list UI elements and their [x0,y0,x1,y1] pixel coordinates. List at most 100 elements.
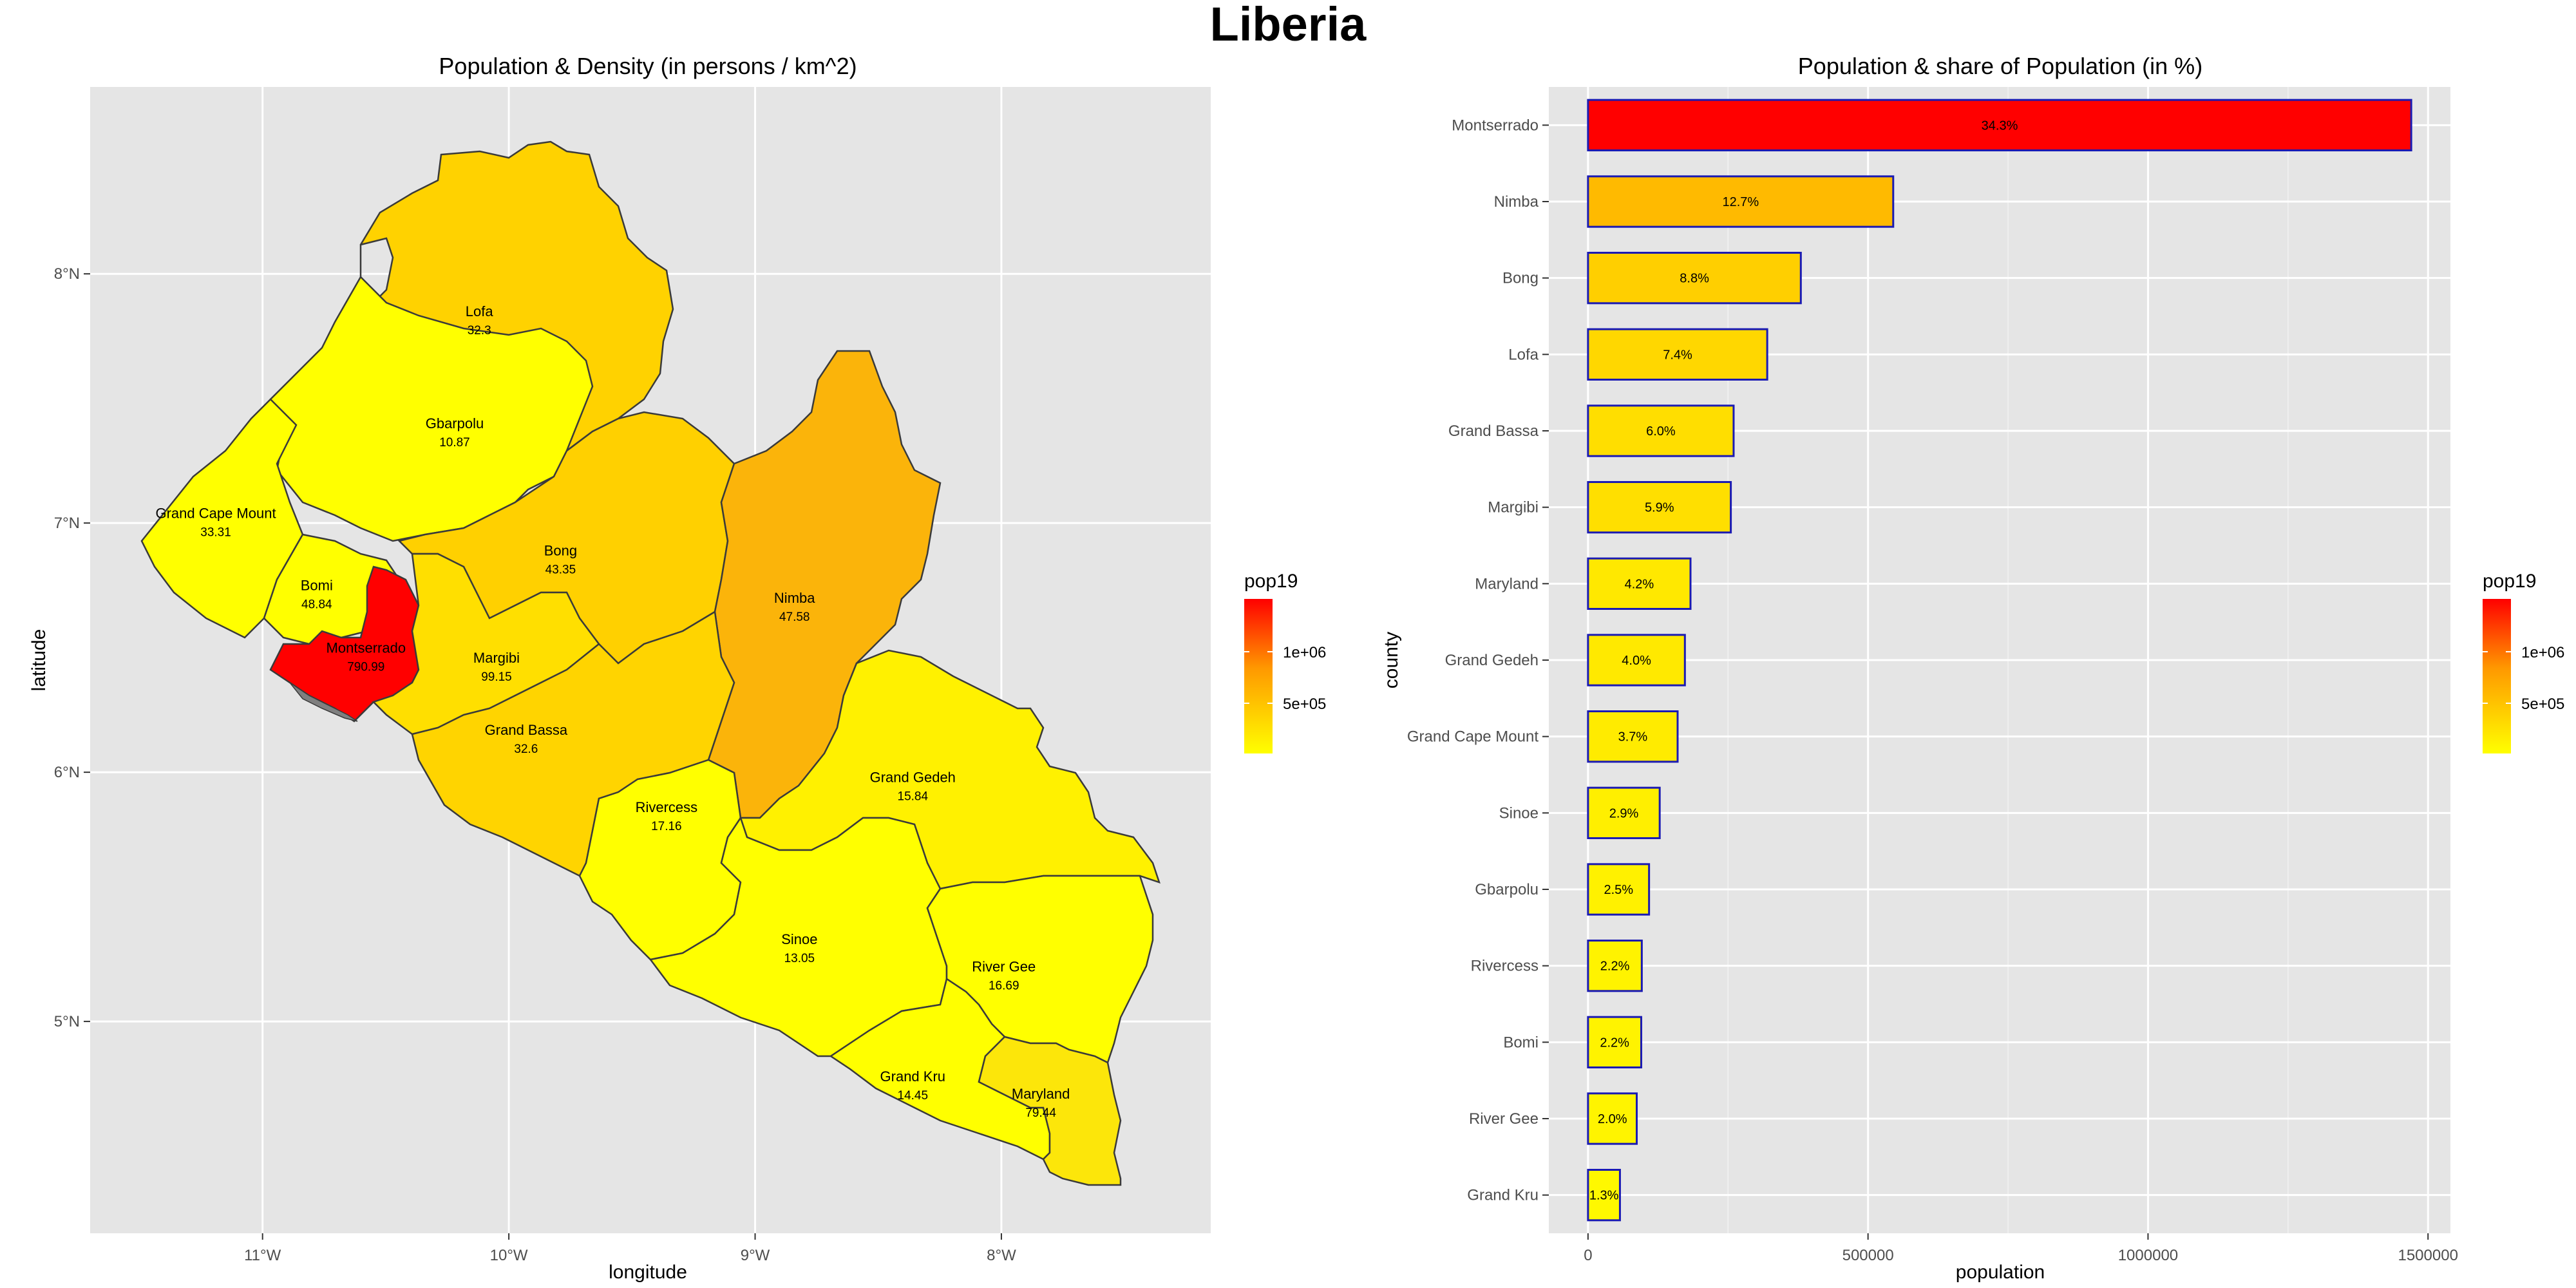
bar-x-tick-label: 1500000 [2398,1247,2458,1264]
map-region-density: 32.6 [514,743,538,756]
map-region-name: Grand Gedeh [870,770,956,786]
map-region-name: Grand Kru [880,1068,946,1084]
population-bar-chart: Population & share of Population (in %) … [1381,53,2564,1283]
bar-x-tick-label: 500000 [1842,1247,1894,1264]
map-region-density: 16.69 [989,980,1019,993]
bar-value-label: 12.7% [1722,195,1759,209]
bar-value-label: 5.9% [1645,501,1674,515]
density-map-chart: Population & Density (in persons / km^2)… [28,53,1326,1283]
bar-value-label: 2.9% [1609,806,1639,820]
bar-legend-tick-mid: 5e+05 [2521,696,2564,713]
map-region-density: 43.35 [545,563,576,576]
bar-category-label: Bong [1502,270,1539,287]
bar-y-axis-title: county [1381,632,1402,688]
bar[interactable] [1587,99,2412,151]
bar-value-label: 34.3% [1982,118,2018,133]
map-legend: pop19 1e+06 5e+05 [1244,571,1326,753]
bar-x-axis-title: population [1956,1262,2045,1283]
map-region-name: Grand Bassa [485,722,568,738]
bar[interactable] [1587,786,1661,839]
map-y-tick-label: 6°N [54,764,80,781]
bar-legend-tick-high: 1e+06 [2521,644,2564,661]
bar-value-label: 6.0% [1646,424,1676,439]
bar[interactable] [1587,1016,1642,1068]
map-title: Population & Density (in persons / km^2) [439,53,857,79]
map-region-density: 13.05 [784,952,815,965]
bar[interactable] [1587,1092,1638,1145]
map-region-name: Bong [544,542,577,558]
region-maryland[interactable] [978,1036,1122,1186]
map-region-density: 790.99 [347,660,384,674]
map-region-labels: Lofa 32.3 Gbarpolu 10.87 Grand Cape Mount 33.… [155,303,1070,1120]
map-region-name: Bomi [301,578,333,594]
map-region-density: 17.16 [651,820,682,833]
bar-category-label: Nimba [1494,193,1539,211]
bar[interactable] [1587,557,1692,610]
map-region-name: Grand Cape Mount [155,505,276,521]
bar-category-label: Lofa [1508,346,1539,363]
bar-category-label: Grand Cape Mount [1407,728,1539,746]
map-y-axis-title: latitude [28,629,50,692]
map-region-density: 10.87 [439,436,470,450]
map-x-tick-label: 9°W [741,1247,770,1264]
map-x-axis-title: longitude [609,1262,687,1283]
bar-category-label: Gbarpolu [1475,881,1539,898]
map-region-density: 14.45 [898,1089,929,1103]
bar[interactable] [1587,252,1802,305]
map-x-tick-label: 11°W [244,1247,281,1264]
bar-x-ticks: 0 500000 1000000 1500000 [1584,1233,2458,1264]
map-legend-tick-mid: 5e+05 [1283,696,1326,713]
bar[interactable] [1587,710,1679,763]
main-title: Liberia [1209,0,1367,51]
map-region-density: 33.31 [200,526,231,539]
bar-category-label: Grand Gedeh [1445,652,1539,669]
map-region-density: 99.15 [481,670,512,684]
map-x-tick-label: 8°W [987,1247,1016,1264]
map-region-density: 15.84 [898,790,929,804]
bar[interactable] [1587,863,1651,916]
map-region-name: Lofa [466,303,494,319]
bar-x-tick-label: 0 [1584,1247,1592,1264]
bar-value-label: 8.8% [1680,272,1709,286]
bar-value-label: 7.4% [1663,348,1692,362]
map-y-tick-label: 8°N [54,265,80,283]
bar-value-label: 2.0% [1598,1112,1627,1126]
bar[interactable] [1587,328,1768,381]
bar[interactable] [1587,481,1732,534]
bar-category-label: Grand Kru [1467,1187,1539,1204]
bar-value-label: 4.0% [1622,654,1651,668]
bar-category-ticks: Montserrado Nimba Bong Lofa Grand Bassa Margi… [1407,117,1549,1204]
bar[interactable] [1587,940,1643,992]
map-x-tick-label: 10°W [490,1247,528,1264]
coastal-water [289,682,358,722]
map-legend-tick-high: 1e+06 [1283,644,1326,661]
bar[interactable] [1587,404,1735,457]
map-region-density: 79.44 [1025,1106,1056,1120]
region-grand-cape-mount[interactable] [140,398,304,639]
map-x-ticks: 11°W 10°W 9°W 8°W [244,1233,1016,1264]
bar-category-label: Margibi [1488,499,1539,516]
map-legend-colorbar [1244,599,1273,753]
bar-chart-title: Population & share of Population (in %) [1798,53,2202,79]
bar-category-label: Sinoe [1499,804,1539,822]
map-y-ticks: 5°N 6°N 7°N 8°N [54,265,90,1030]
bar-category-label: Grand Bassa [1448,422,1539,440]
bar-legend-title: pop19 [2483,571,2536,592]
bar-value-label: 2.2% [1600,1036,1629,1050]
bar-value-labels: 34.3% 12.7% 8.8% 7.4% 6.0% 5.9% 4.2% 4.0% 3.7% 2.… [1589,118,2018,1202]
bar-category-label: Maryland [1475,575,1539,592]
bar[interactable] [1587,175,1895,228]
map-region-name: Sinoe [781,931,817,947]
bar[interactable] [1587,1169,1621,1222]
map-y-tick-label: 7°N [54,515,80,532]
map-region-density: 47.58 [779,611,810,624]
bar[interactable] [1587,634,1686,687]
bar-value-label: 1.3% [1589,1189,1619,1203]
map-region-name: Margibi [473,650,520,666]
bar-legend-colorbar [2483,599,2511,753]
bar-category-label: Rivercess [1471,958,1539,975]
map-region-density: 32.3 [468,324,491,337]
map-regions [140,140,1160,1186]
map-region-density: 48.84 [301,598,332,612]
